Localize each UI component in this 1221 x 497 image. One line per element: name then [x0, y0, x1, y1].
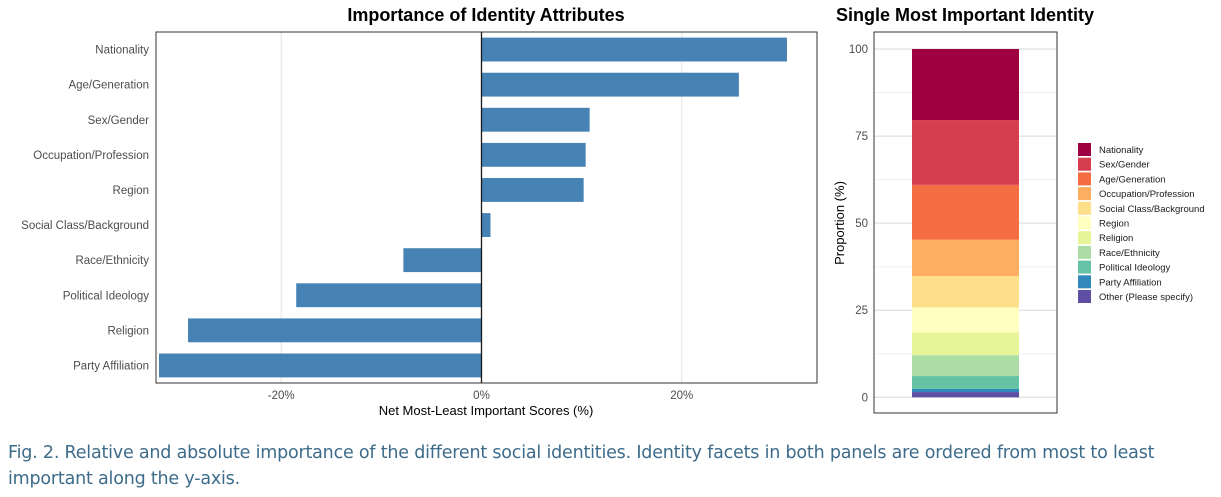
category-label: Nationality — [95, 45, 149, 57]
y-tick-label: 75 — [855, 131, 868, 143]
legend-swatch — [1078, 245, 1091, 259]
stack-segment — [912, 239, 1019, 277]
stacked-bar — [912, 49, 1019, 398]
x-tick-label: 0% — [473, 390, 490, 402]
y-tick-label: 0 — [862, 392, 868, 404]
y-tick-label: 50 — [855, 218, 868, 230]
stack-segment — [912, 388, 1019, 393]
category-label: Sex/Gender — [88, 115, 150, 127]
stack-segment — [912, 392, 1019, 398]
category-label: Religion — [107, 325, 149, 337]
y-tick-label: 100 — [849, 44, 868, 56]
left-x-axis-title: Net Most-Least Important Scores (%) — [379, 403, 594, 418]
legend-swatch — [1078, 157, 1091, 171]
bar — [481, 213, 491, 237]
left-panel-net-importance: Importance of Identity Attributes Nation… — [21, 5, 818, 418]
bar — [188, 318, 482, 343]
stack-segment — [912, 184, 1019, 240]
category-label: Political Ideology — [63, 290, 150, 302]
right-panel-single-most-important: Single Most Important Identity 0 25 50 75 10… — [832, 5, 1205, 414]
category-label: Occupation/Profession — [33, 150, 149, 162]
legend-swatch — [1078, 216, 1091, 230]
left-plot-frame — [155, 31, 818, 384]
legend-label: Social Class/Background — [1099, 204, 1205, 215]
right-y-axis-title: Proportion (%) — [832, 181, 847, 265]
bar — [481, 142, 586, 167]
right-plot-frame — [873, 31, 1058, 414]
stack-segment — [912, 276, 1019, 308]
bar — [403, 248, 482, 273]
stack-segment — [912, 332, 1019, 356]
stack-segment — [912, 120, 1019, 185]
stack-segment — [912, 49, 1019, 121]
legend-label: Political Ideology — [1099, 263, 1171, 274]
legend-label: Occupation/Profession — [1099, 189, 1195, 200]
legend-label: Age/Generation — [1099, 174, 1166, 185]
bar — [159, 353, 482, 378]
legend-swatch — [1078, 231, 1091, 245]
bar — [296, 283, 482, 308]
legend-label: Nationality — [1099, 145, 1144, 156]
bar — [481, 107, 590, 132]
category-label: Party Affiliation — [73, 360, 149, 372]
x-tick-label: 20% — [670, 390, 693, 402]
left-category-labels: Nationality Age/Generation Sex/Gender Occup… — [21, 45, 149, 373]
category-label: Social Class/Background — [21, 220, 149, 232]
stack-segment — [912, 355, 1019, 377]
legend: Nationality Sex/Gender Age/Generation Occup… — [1078, 143, 1205, 303]
stack-segment — [912, 376, 1019, 389]
left-bars — [159, 37, 787, 378]
figure: Importance of Identity Attributes Nation… — [21, 5, 1205, 418]
legend-swatch — [1078, 260, 1091, 274]
figure-caption: Fig. 2. Relative and absolute importance… — [8, 443, 1155, 489]
bar — [481, 178, 584, 202]
legend-swatch — [1078, 275, 1091, 289]
legend-label: Religion — [1099, 233, 1133, 244]
legend-swatch — [1078, 290, 1091, 303]
legend-label: Region — [1099, 219, 1129, 230]
category-label: Region — [113, 185, 149, 197]
right-chart-title: Single Most Important Identity — [836, 5, 1094, 25]
legend-label: Race/Ethnicity — [1099, 248, 1160, 259]
legend-label: Sex/Gender — [1099, 160, 1150, 171]
y-tick-label: 25 — [855, 305, 868, 317]
legend-swatch — [1078, 201, 1091, 215]
category-label: Race/Ethnicity — [75, 255, 149, 267]
legend-swatch — [1078, 187, 1091, 201]
left-x-tick-labels: -20% 0% 20% — [268, 390, 694, 402]
x-tick-label: -20% — [268, 390, 295, 402]
legend-swatch — [1078, 143, 1091, 156]
legend-label: Party Affiliation — [1099, 277, 1162, 288]
right-y-tick-labels: 0 25 50 75 100 — [849, 44, 868, 404]
category-label: Age/Generation — [68, 80, 149, 92]
left-chart-title: Importance of Identity Attributes — [347, 5, 624, 25]
bar — [481, 37, 787, 62]
legend-swatch — [1078, 172, 1091, 186]
legend-label: Other (Please specify) — [1099, 292, 1193, 303]
bar — [481, 72, 739, 97]
stack-segment — [912, 307, 1019, 333]
